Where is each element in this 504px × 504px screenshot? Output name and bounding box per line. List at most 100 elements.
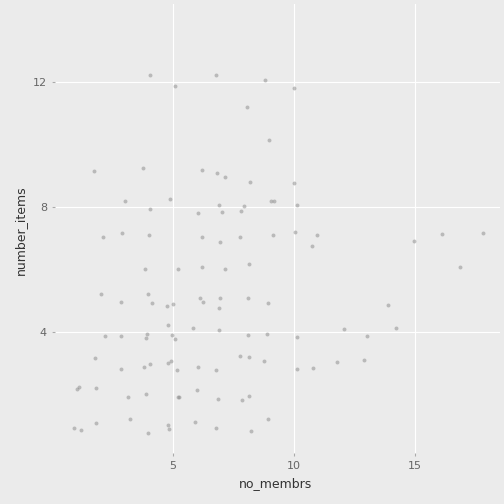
- Point: [238, 396, 246, 404]
- Point: [264, 415, 272, 423]
- Y-axis label: number_items: number_items: [14, 185, 27, 275]
- Point: [291, 228, 299, 236]
- Point: [190, 324, 198, 332]
- Point: [142, 390, 150, 398]
- Point: [340, 325, 348, 333]
- Point: [214, 395, 222, 403]
- Point: [146, 205, 154, 213]
- Point: [271, 197, 279, 205]
- Point: [199, 263, 207, 271]
- Point: [99, 233, 107, 241]
- Point: [216, 238, 224, 246]
- Point: [218, 208, 226, 216]
- Point: [174, 393, 182, 401]
- Point: [194, 363, 202, 371]
- Point: [198, 166, 206, 174]
- Point: [456, 263, 464, 271]
- Point: [121, 197, 129, 205]
- Point: [215, 304, 223, 312]
- Point: [116, 297, 124, 305]
- Point: [247, 427, 256, 435]
- Point: [199, 298, 207, 306]
- Point: [438, 230, 447, 238]
- Point: [171, 82, 179, 90]
- Point: [144, 289, 152, 297]
- Point: [363, 332, 371, 340]
- Point: [309, 364, 318, 372]
- Point: [213, 169, 221, 177]
- Point: [308, 242, 317, 250]
- Point: [166, 357, 174, 365]
- Point: [240, 203, 248, 211]
- Point: [266, 136, 274, 144]
- Point: [221, 265, 229, 273]
- Point: [384, 300, 392, 308]
- Point: [141, 265, 149, 273]
- Point: [174, 393, 182, 401]
- Point: [165, 425, 173, 433]
- Point: [117, 365, 125, 373]
- Point: [163, 302, 171, 310]
- Point: [237, 207, 245, 215]
- Point: [197, 294, 205, 302]
- Point: [264, 330, 272, 338]
- Point: [360, 356, 368, 364]
- Point: [126, 415, 134, 423]
- Point: [116, 332, 124, 340]
- Point: [290, 179, 298, 187]
- Point: [148, 299, 156, 307]
- Point: [212, 71, 220, 79]
- Point: [292, 365, 300, 373]
- Point: [245, 353, 254, 361]
- Point: [164, 421, 172, 429]
- Point: [246, 178, 254, 186]
- Point: [75, 383, 83, 391]
- Point: [215, 201, 223, 209]
- Point: [97, 290, 105, 298]
- Point: [191, 418, 199, 426]
- Point: [269, 230, 277, 238]
- Point: [164, 359, 172, 367]
- Point: [410, 237, 418, 245]
- Point: [221, 173, 229, 181]
- Point: [236, 233, 244, 241]
- Point: [392, 324, 400, 332]
- Point: [139, 164, 147, 172]
- Point: [143, 330, 151, 338]
- Point: [261, 76, 269, 84]
- Point: [333, 358, 341, 366]
- Point: [244, 294, 253, 302]
- Point: [245, 260, 253, 268]
- Point: [146, 360, 154, 368]
- Point: [146, 71, 154, 79]
- Point: [268, 197, 276, 205]
- Point: [245, 393, 253, 401]
- Point: [92, 384, 100, 392]
- Point: [140, 363, 148, 371]
- Point: [90, 167, 98, 175]
- Point: [216, 294, 224, 302]
- Point: [215, 326, 223, 334]
- Point: [166, 195, 174, 203]
- Point: [261, 357, 269, 365]
- Point: [164, 321, 172, 329]
- Point: [78, 426, 86, 434]
- Point: [174, 266, 182, 274]
- Point: [101, 333, 109, 341]
- Point: [212, 424, 220, 432]
- Point: [172, 366, 180, 374]
- Point: [169, 300, 177, 308]
- Point: [212, 366, 220, 374]
- Point: [293, 201, 301, 209]
- Point: [290, 84, 298, 92]
- Point: [243, 103, 251, 111]
- Point: [91, 354, 99, 362]
- Point: [235, 352, 243, 360]
- Point: [293, 333, 301, 341]
- Point: [313, 231, 322, 239]
- Point: [144, 429, 152, 437]
- Point: [194, 386, 202, 394]
- Point: [244, 331, 252, 339]
- Point: [124, 393, 133, 401]
- Point: [194, 209, 202, 217]
